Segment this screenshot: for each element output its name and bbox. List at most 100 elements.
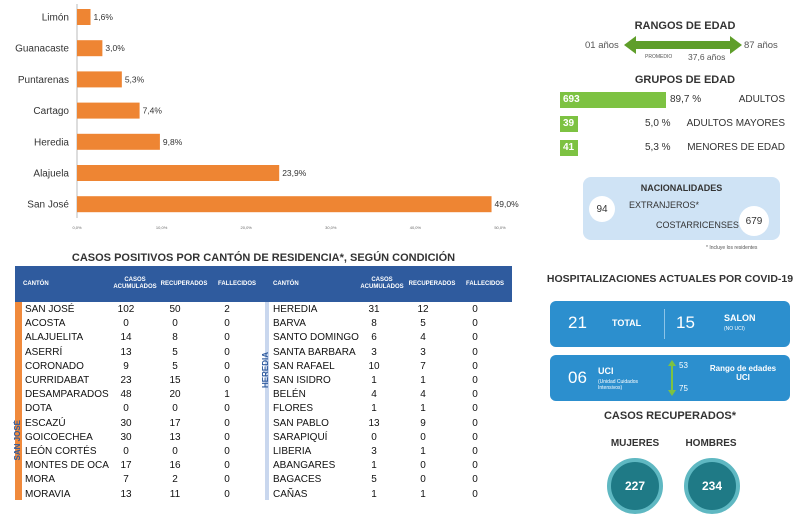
- age-range-title: RANGOS DE EDAD: [634, 20, 736, 32]
- age-group-bar: [560, 116, 578, 132]
- row-recovered: 1: [420, 446, 426, 457]
- header-canton-right: CANTÓN: [273, 281, 299, 287]
- row-canton: CORONADO: [25, 360, 84, 372]
- nationalities-panel: NACIONALIDADES 94 EXTRANJEROS* COSTARRIC…: [583, 177, 780, 240]
- row-deaths: 0: [472, 389, 478, 401]
- row-deaths: 0: [472, 431, 478, 443]
- row-deaths: 0: [472, 346, 478, 358]
- table-row: MORAVIA 13 11 0: [22, 488, 267, 502]
- age-group-bar: [560, 92, 666, 108]
- table-row: CURRIDABAT 23 15 0: [22, 374, 267, 388]
- row-recovered: 1: [420, 488, 426, 500]
- row-recovered: 16: [169, 460, 181, 472]
- row-canton: SAN ISIDRO: [273, 375, 331, 386]
- age-group-bar: [560, 140, 578, 156]
- x-tick-label: 20,0%: [241, 225, 253, 230]
- uci-range-min: 53: [679, 361, 688, 370]
- nationalities-footnote: * Incluye los residentes: [706, 245, 758, 251]
- san-jose-group-label: SAN JOSÉ: [13, 420, 22, 461]
- header-cases-right: CASOS ACUMULADOS: [360, 277, 404, 290]
- row-canton: ASERRÍ: [25, 346, 63, 358]
- table-row: SAN RAFAEL 10 7 0: [270, 360, 515, 374]
- hospital-title: HOSPITALIZACIONES ACTUALES POR COVID-19: [546, 273, 794, 285]
- data-label: 7,4%: [143, 106, 163, 116]
- row-canton: BAGACES: [273, 474, 322, 486]
- age-group-count: 693: [563, 94, 580, 105]
- row-deaths: 0: [224, 446, 230, 457]
- table-row: ASERRÍ 13 5 0: [22, 346, 267, 360]
- category-label: Limón: [42, 13, 69, 24]
- row-cases: 7: [123, 474, 129, 486]
- category-label: San José: [27, 200, 69, 211]
- header-cases-left: CASOS ACUMULADOS: [113, 277, 157, 290]
- hospital-total-label: TOTAL: [612, 318, 642, 328]
- cases-table-header: CANTÓN CASOS ACUMULADOS RECUPERADOS FALL…: [15, 266, 512, 302]
- row-cases: 6: [371, 332, 377, 344]
- row-deaths: 0: [224, 417, 230, 429]
- row-cases: 31: [368, 304, 380, 315]
- data-label: 9,8%: [163, 137, 183, 147]
- row-cases: 1: [371, 375, 377, 386]
- row-canton: SAN JOSÉ: [25, 304, 75, 315]
- hospital-uci-label: UCI: [598, 366, 614, 376]
- row-cases: 30: [120, 417, 132, 429]
- row-recovered: 0: [420, 431, 426, 443]
- row-cases: 0: [123, 446, 129, 457]
- row-recovered: 20: [169, 389, 181, 401]
- hospital-salon: 15: [676, 313, 695, 332]
- table-row: SANTA BARBARA 3 3 0: [270, 346, 515, 360]
- hospital-total-panel: 21 TOTAL 15 SALON (NO UCI): [550, 301, 790, 347]
- uci-range-arrow-icon: [668, 360, 676, 396]
- x-tick-label: 10,0%: [156, 225, 168, 230]
- san-jose-group-bar: [15, 302, 22, 500]
- bar: [77, 9, 91, 25]
- hospital-total: 21: [568, 313, 587, 332]
- table-row: SAN JOSÉ 102 50 2: [22, 303, 267, 317]
- heredia-group-bar: [265, 302, 269, 500]
- row-cases: 10: [368, 360, 380, 372]
- age-group-row: 39 5,0 % ADULTOS MAYORES: [560, 116, 785, 132]
- table-row: GOICOECHEA 30 13 0: [22, 431, 267, 445]
- row-recovered: 0: [172, 318, 178, 330]
- table-row: SAN PABLO 13 9 0: [270, 417, 515, 431]
- age-group-count: 39: [563, 118, 575, 129]
- x-tick-label: 30,0%: [325, 225, 337, 230]
- row-cases: 23: [120, 375, 132, 386]
- table-row: SARAPIQUÍ 0 0 0: [270, 431, 515, 445]
- table-row: BAGACES 5 0 0: [270, 473, 515, 487]
- row-recovered: 13: [169, 431, 181, 443]
- uci-range-max: 75: [679, 384, 688, 393]
- hospital-uci-sub: (Unidad Cuidados Intensivos): [598, 379, 639, 391]
- row-canton: LIBERIA: [273, 446, 312, 457]
- row-cases: 5: [371, 474, 377, 486]
- row-recovered: 2: [172, 474, 178, 486]
- women-recovered-count: 227: [607, 458, 663, 514]
- row-canton: CURRIDABAT: [25, 375, 90, 386]
- row-canton: CAÑAS: [273, 488, 308, 500]
- foreign-label: EXTRANJEROS*: [629, 200, 700, 210]
- row-deaths: 0: [472, 460, 478, 472]
- age-group-percent: 5,3 %: [645, 142, 671, 153]
- header-recovered-left: RECUPERADOS: [160, 281, 208, 287]
- row-cases: 14: [120, 332, 132, 344]
- category-label: Alajuela: [33, 169, 69, 180]
- row-cases: 0: [123, 318, 129, 330]
- bar: [77, 165, 280, 181]
- data-label: 23,9%: [282, 168, 307, 178]
- table-row: MORA 7 2 0: [22, 473, 267, 487]
- row-canton: ACOSTA: [25, 318, 66, 330]
- table-row: DOTA 0 0 0: [22, 402, 267, 416]
- local-label: COSTARRICENSES: [656, 220, 739, 230]
- row-canton: LEÓN CORTÉS: [25, 446, 97, 457]
- category-label: Guanacaste: [15, 44, 69, 55]
- row-canton: ABANGARES: [273, 460, 336, 472]
- row-recovered: 4: [420, 332, 426, 344]
- category-label: Cartago: [33, 106, 69, 117]
- row-recovered: 0: [420, 460, 426, 472]
- recovered-title: CASOS RECUPERADOS*: [603, 410, 737, 422]
- row-canton: ALAJUELITA: [25, 332, 84, 344]
- row-canton: SAN RAFAEL: [273, 360, 335, 372]
- table-row: ALAJUELITA 14 8 0: [22, 331, 267, 345]
- row-canton: ESCAZÚ: [25, 417, 66, 429]
- row-deaths: 0: [224, 488, 230, 500]
